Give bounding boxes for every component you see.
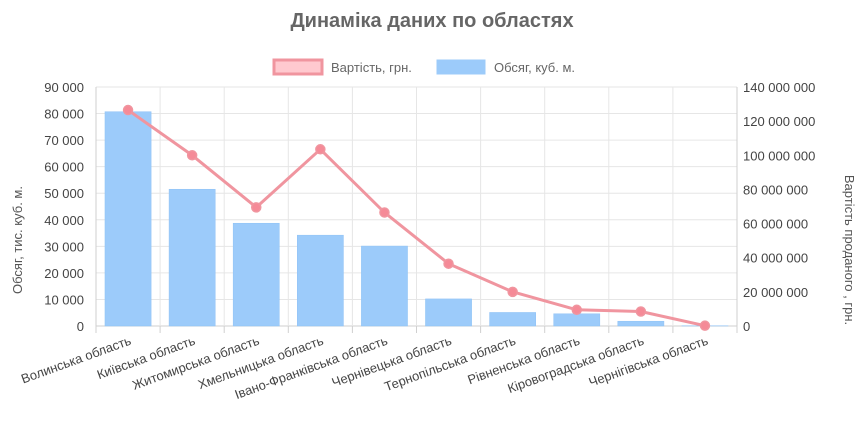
line-point[interactable] [635,306,647,317]
left-tick-label: 80 000 [44,107,84,122]
right-tick-label: 0 [743,319,750,334]
bar[interactable] [617,320,665,327]
legend-item-cost[interactable]: Вартість, грн. [272,58,412,76]
line-point[interactable] [571,304,582,316]
line-path [127,108,706,328]
left-tick-label: 0 [77,319,84,334]
line-point[interactable] [699,320,711,331]
bar[interactable] [104,111,152,327]
left-tick-label: 20 000 [44,266,84,281]
bar[interactable] [168,188,216,327]
legend-swatch-cost [272,58,324,76]
left-tick-label: 10 000 [44,292,84,307]
left-tick-label: 60 000 [44,160,84,175]
line-point[interactable] [122,104,134,116]
left-axis-ticks: 0 10 000 20 000 30 000 40 000 50 000 60 000 70 … [44,80,84,334]
bar[interactable] [425,298,472,327]
bar[interactable] [297,234,344,327]
bar[interactable] [489,312,536,327]
right-tick-label: 140 000 000 [743,80,815,95]
line-point[interactable] [186,150,198,161]
right-axis-title: Вартість проданого , грн. [842,175,857,325]
right-tick-label: 20 000 000 [743,285,808,300]
right-axis-ticks: 0 20 000 000 40 000 000 60 000 000 80 000 00… [743,80,815,334]
line-point[interactable] [443,258,454,269]
right-tick-label: 100 000 000 [743,148,815,163]
legend-label-volume: Обсяг, куб. м. [494,60,575,75]
right-tick-label: 60 000 000 [743,217,808,232]
bar[interactable] [553,313,601,327]
left-tick-label: 70 000 [44,133,84,148]
line-point[interactable] [315,144,326,155]
legend-label-cost: Вартість, грн. [331,60,412,75]
legend-swatch-volume [436,59,486,75]
line-point[interactable] [379,207,390,218]
right-tick-label: 120 000 000 [743,114,815,129]
left-tick-label: 40 000 [44,213,84,228]
bar[interactable] [361,245,408,327]
left-tick-label: 30 000 [44,239,84,254]
left-tick-label: 50 000 [44,186,84,201]
chart-title: Динаміка даних по областях [290,10,573,32]
line-series [122,104,711,331]
legend-item-volume[interactable]: Обсяг, куб. м. [436,59,575,75]
left-tick-label: 90 000 [44,80,84,95]
right-tick-label: 40 000 000 [743,251,808,266]
line-point[interactable] [251,202,262,213]
line-point[interactable] [507,286,518,298]
bar-series [104,111,729,327]
legend: Вартість, грн. Обсяг, куб. м. [272,58,575,76]
right-tick-label: 80 000 000 [743,182,808,197]
left-axis-title: Обсяг, тис. куб. м. [10,186,25,294]
bar[interactable] [232,222,280,327]
